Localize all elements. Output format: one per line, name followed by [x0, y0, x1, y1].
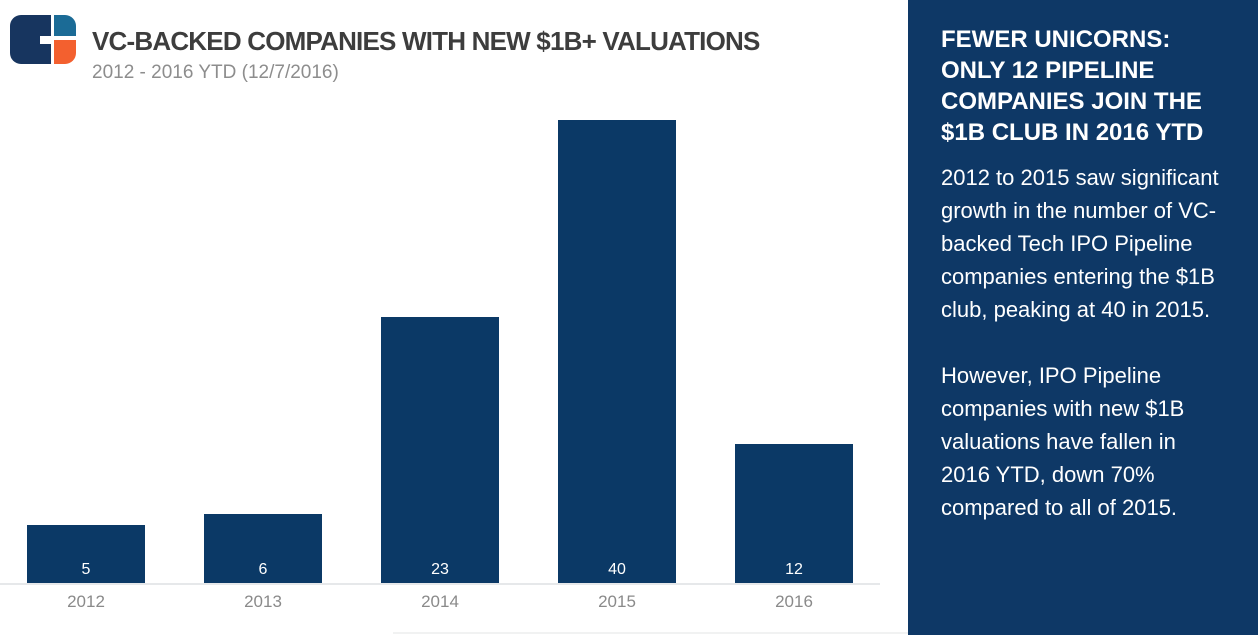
chart-panel: VC-BACKED COMPANIES WITH NEW $1B+ VALUAT… — [0, 15, 908, 634]
x-axis-label: 2014 — [421, 592, 459, 611]
bar-value-label: 6 — [258, 561, 268, 578]
sidebar: FEWER UNICORNS: ONLY 12 PIPELINE COMPANI… — [908, 0, 1258, 635]
sidebar-heading: FEWER UNICORNS: ONLY 12 PIPELINE COMPANI… — [941, 26, 1204, 146]
bars-container: 5 6 23 40 12 — [0, 120, 880, 583]
x-axis-line — [0, 583, 880, 585]
chart-title: VC-BACKED COMPANIES WITH NEW $1B+ VALUAT… — [92, 26, 760, 56]
x-axis-label: 2012 — [67, 592, 105, 611]
logo-notch — [40, 36, 51, 44]
bar-2013: 6 — [204, 514, 322, 583]
sidebar-paragraph-2: However, IPO Pipeline companies with new… — [941, 363, 1185, 520]
bar-value-label: 5 — [81, 561, 91, 578]
logo-blue-block — [54, 15, 76, 36]
bar-2016: 12 — [735, 444, 853, 583]
x-axis-label: 2013 — [244, 592, 282, 611]
x-axis-labels: 2012 2013 2014 2015 2016 — [0, 592, 880, 612]
x-axis-label: 2016 — [775, 592, 813, 611]
cbinsights-logo-icon — [10, 15, 76, 64]
bar-value-label: 12 — [785, 561, 803, 578]
x-axis-label: 2015 — [598, 592, 636, 611]
chart-subtitle: 2012 - 2016 YTD (12/7/2016) — [92, 62, 339, 83]
bar-2012: 5 — [27, 525, 145, 583]
bar-value-label: 23 — [431, 561, 449, 578]
logo-orange-block — [54, 40, 76, 64]
bar-2014: 23 — [381, 317, 499, 583]
bar-2015: 40 — [558, 120, 676, 583]
chart-header: VC-BACKED COMPANIES WITH NEW $1B+ VALUAT… — [92, 26, 892, 84]
bar-plot: 5 6 23 40 12 — [0, 120, 880, 583]
bar-value-label: 40 — [608, 561, 626, 578]
sidebar-paragraph-1: 2012 to 2015 saw significant growth in t… — [941, 165, 1219, 322]
bottom-divider — [393, 632, 908, 634]
